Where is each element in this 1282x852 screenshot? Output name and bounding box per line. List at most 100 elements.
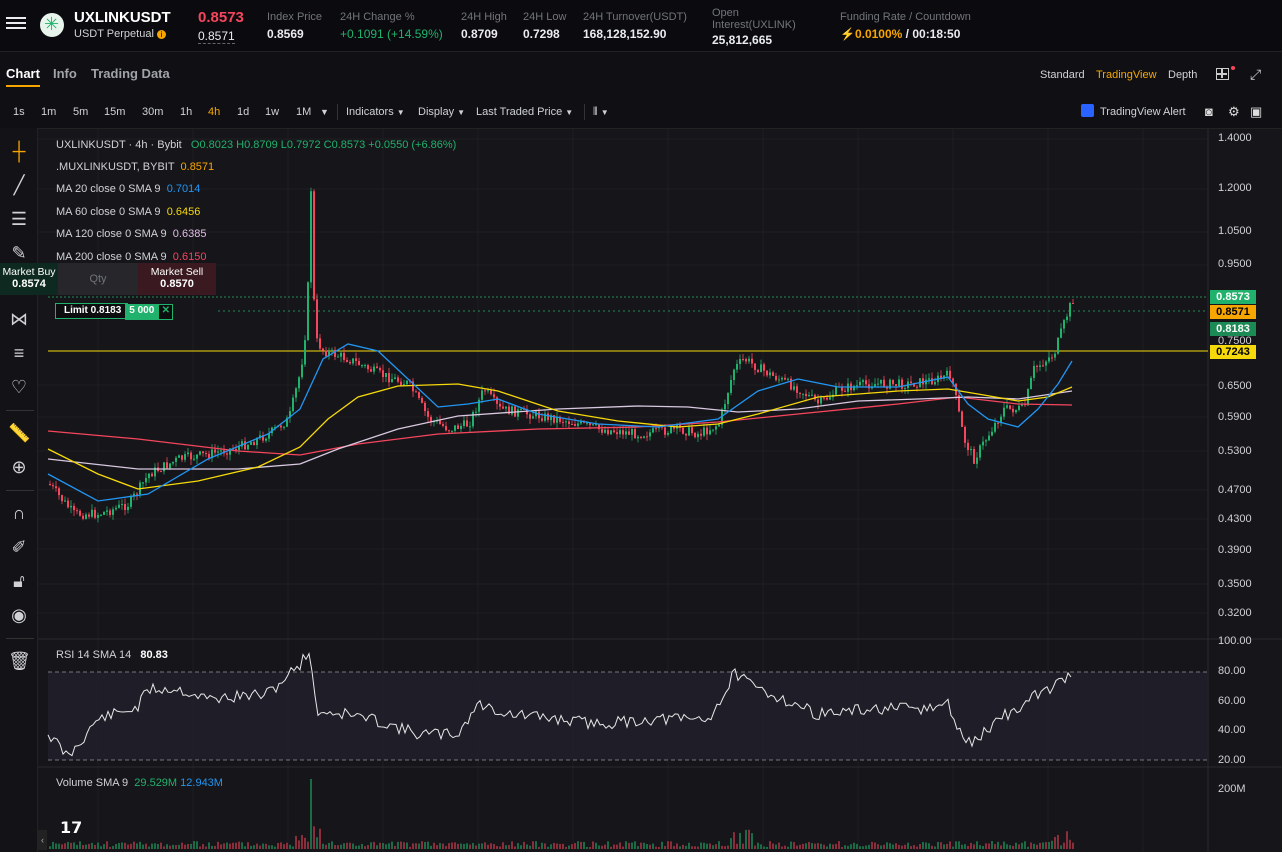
candle [175,457,177,462]
volume-bar [451,842,453,849]
symbol-name[interactable]: UXLINKUSDT [74,9,171,26]
volume-bar [208,842,210,849]
interval-1d[interactable]: 1d [237,106,250,118]
volume-bar [940,842,942,849]
zoom-icon[interactable]: ⊕ [11,457,27,477]
pattern-icon[interactable]: ⋈ [10,309,28,329]
lock-icon[interactable]: 🔓︎ [13,571,25,591]
tab-chart[interactable]: Chart [6,66,40,87]
ruler-icon[interactable]: 📏 [8,423,31,443]
candle [853,386,855,391]
interval-15m[interactable]: 15m [104,106,126,118]
fib-icon[interactable]: ☰ [10,209,28,229]
volume-bar [934,846,936,849]
candle [241,441,243,447]
info-icon[interactable]: i [156,30,166,39]
view-depth[interactable]: Depth [1168,69,1198,81]
volume-bar [535,841,537,849]
menu-icon[interactable] [6,14,26,34]
candle [715,426,717,430]
eye-icon[interactable]: ◉ [11,605,27,625]
interval-4h[interactable]: 4h [208,106,221,118]
view-standard[interactable]: Standard [1040,69,1085,81]
interval-5m[interactable]: 5m [73,106,89,118]
limit-order-tag[interactable]: Limit 0.8183 5 000 ✕ [55,303,174,320]
brush-icon[interactable]: ✎ [11,243,27,263]
volume-bar [838,841,840,849]
interval-1m[interactable]: 1m [41,106,57,118]
fullscreen-icon[interactable]: ⤢ [1250,66,1262,82]
price-type-dropdown[interactable]: Last Traded Price ▼ [476,106,574,118]
candle [1012,408,1014,413]
interval-1M[interactable]: 1M [296,106,312,118]
candle [319,338,321,349]
candle [1018,405,1020,410]
magnet-icon[interactable]: ∩ [12,503,26,523]
candle [607,429,609,435]
volume-bar [289,844,291,849]
candle [439,420,441,425]
candle [544,413,546,421]
volume-bar [337,845,339,849]
volume-bar [706,843,708,849]
ma20-legend: MA 20 close 0 SMA 9 0.7014 [56,183,201,195]
layout-icon[interactable] [1216,68,1229,80]
candle [985,440,987,442]
interval-1s[interactable]: 1s [13,106,25,118]
candle [67,500,69,508]
ma200-legend: MA 200 close 0 SMA 9 0.6150 [56,251,207,263]
scroll-left-icon[interactable]: ‹ [38,830,47,850]
candle [373,366,375,372]
screenshot-icon[interactable]: ▣ [1250,104,1263,119]
volume-bar [715,844,717,849]
volume-bars [49,779,1074,849]
volume-bar [805,843,807,849]
tab-info[interactable]: Info [53,66,77,81]
volume-bar [925,842,927,849]
candle [355,358,357,361]
tradingview-alert-button[interactable]: TradingView Alert [1081,104,1186,118]
qty-input[interactable]: Qty [58,263,138,295]
interval-dropdown-icon[interactable]: ▼ [320,107,329,117]
candle [967,442,969,451]
tab-trading-data[interactable]: Trading Data [91,66,170,81]
candle [442,424,444,426]
volume-bar [526,844,528,849]
trash-icon[interactable]: 🗑︎ [8,651,31,671]
volume-bar [301,835,303,849]
interval-1w[interactable]: 1w [265,106,280,118]
volume-bar [1060,845,1062,849]
axis-label: 0.4700 [1218,484,1252,496]
candle [730,380,732,393]
view-tradingview[interactable]: TradingView [1096,69,1157,81]
indicators-dropdown[interactable]: Indicators ▼ [346,106,405,118]
market-sell-button[interactable]: Market Sell 0.8570 [138,263,216,295]
heart-icon[interactable]: ♡ [10,377,28,397]
candle [988,435,990,441]
volume-bar [163,846,165,849]
display-dropdown[interactable]: Display ▼ [418,106,466,118]
trendline-icon[interactable]: ╱ [13,175,25,195]
camera-icon[interactable]: ◙ [1205,104,1213,119]
chart-type-dropdown[interactable]: ⫴ ▼ [593,106,609,119]
candle [934,382,936,385]
settings-icon[interactable]: ⚙ [1228,104,1240,119]
volume-bar [928,843,930,849]
market-buy-button[interactable]: Market Buy 0.8574 [0,263,58,295]
close-icon[interactable]: ✕ [158,304,174,320]
volume-bar [868,844,870,849]
volume-bar [418,843,420,849]
prediction-icon[interactable]: ≡ [13,343,25,363]
lock-pencil-icon[interactable]: ✐ [11,537,27,557]
volume-bar [964,844,966,849]
crosshair-icon[interactable]: ┼ [12,141,26,161]
candle [295,388,297,398]
chart-canvas[interactable] [38,129,1282,852]
candle [370,369,372,372]
volume-bar [907,842,909,849]
candle [454,425,456,431]
axis-label: 0.3200 [1218,607,1252,619]
interval-30m[interactable]: 30m [142,106,164,118]
candle [493,394,495,398]
interval-1h[interactable]: 1h [180,106,193,118]
